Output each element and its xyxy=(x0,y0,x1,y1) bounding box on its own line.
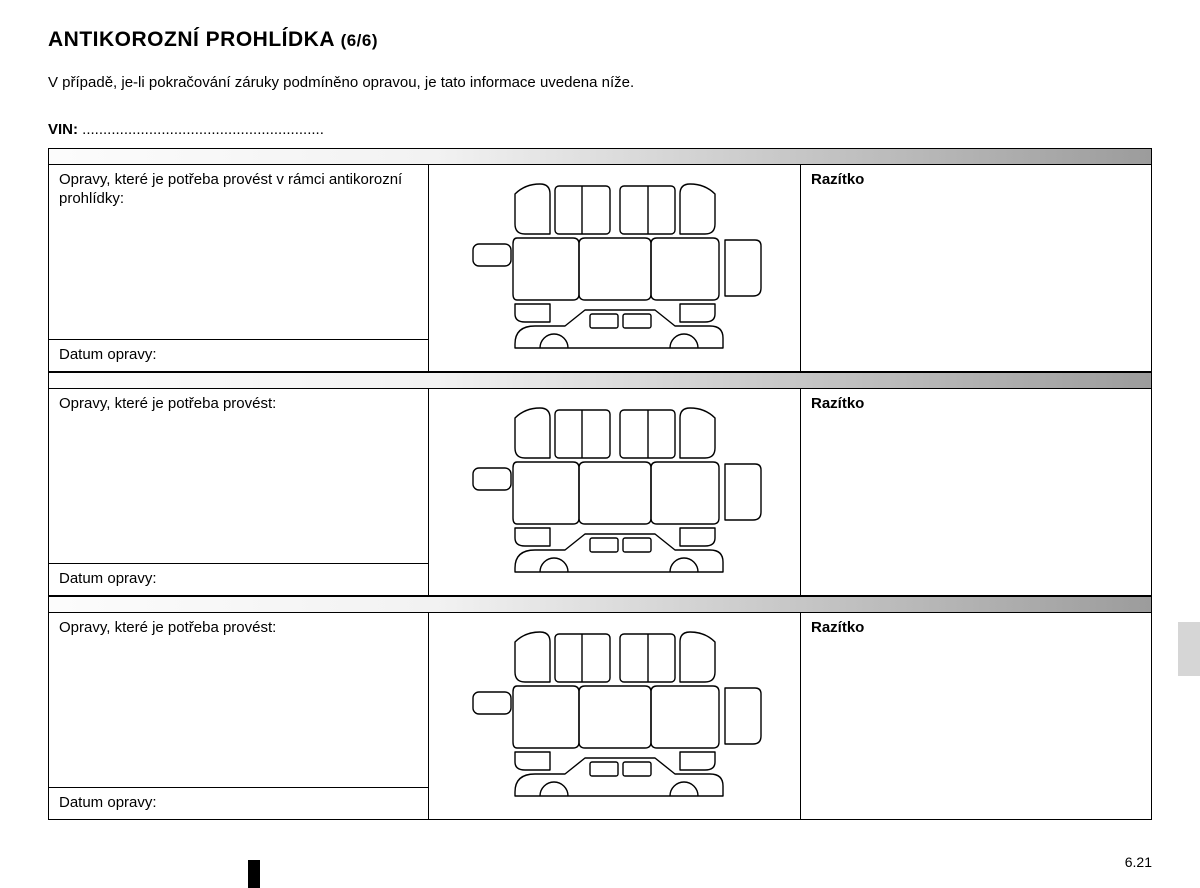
repairs-label: Opravy, které je potřeba provést: xyxy=(49,389,428,563)
footer-tab-marker xyxy=(248,860,260,888)
inspection-record: Opravy, které je potřeba provést: Datum … xyxy=(48,388,1152,596)
stamp-label: Razítko xyxy=(801,613,1151,819)
repair-date-label: Datum opravy: xyxy=(49,787,428,819)
separator-bar xyxy=(48,596,1152,612)
side-tab-marker xyxy=(1178,622,1200,676)
inspection-record: Opravy, které je potřeba provést v rámci… xyxy=(48,164,1152,372)
vehicle-body-diagram-icon xyxy=(455,400,775,585)
stamp-label: Razítko xyxy=(801,389,1151,595)
title-sub: (6/6) xyxy=(341,31,378,50)
vin-label: VIN: xyxy=(48,121,78,138)
vehicle-body-diagram-icon xyxy=(455,624,775,809)
vehicle-diagram-cell xyxy=(429,165,801,371)
repairs-label: Opravy, které je potřeba provést v rámci… xyxy=(49,165,428,339)
vin-dots: ........................................… xyxy=(78,121,324,138)
stamp-label: Razítko xyxy=(801,165,1151,371)
page-title: ANTIKOROZNÍ PROHLÍDKA (6/6) xyxy=(48,28,1152,52)
inspection-record: Opravy, které je potřeba provést: Datum … xyxy=(48,612,1152,820)
separator-bar xyxy=(48,372,1152,388)
title-main: ANTIKOROZNÍ PROHLÍDKA xyxy=(48,28,334,51)
vehicle-diagram-cell xyxy=(429,613,801,819)
repairs-label: Opravy, které je potřeba provést: xyxy=(49,613,428,787)
vehicle-diagram-cell xyxy=(429,389,801,595)
repair-date-label: Datum opravy: xyxy=(49,563,428,595)
repair-date-label: Datum opravy: xyxy=(49,339,428,371)
separator-bar xyxy=(48,148,1152,164)
page-number: 6.21 xyxy=(1125,854,1152,870)
intro-text: V případě, je-li pokračování záruky podm… xyxy=(48,74,1152,91)
vehicle-body-diagram-icon xyxy=(455,176,775,361)
vin-line: VIN: ...................................… xyxy=(48,121,1152,138)
